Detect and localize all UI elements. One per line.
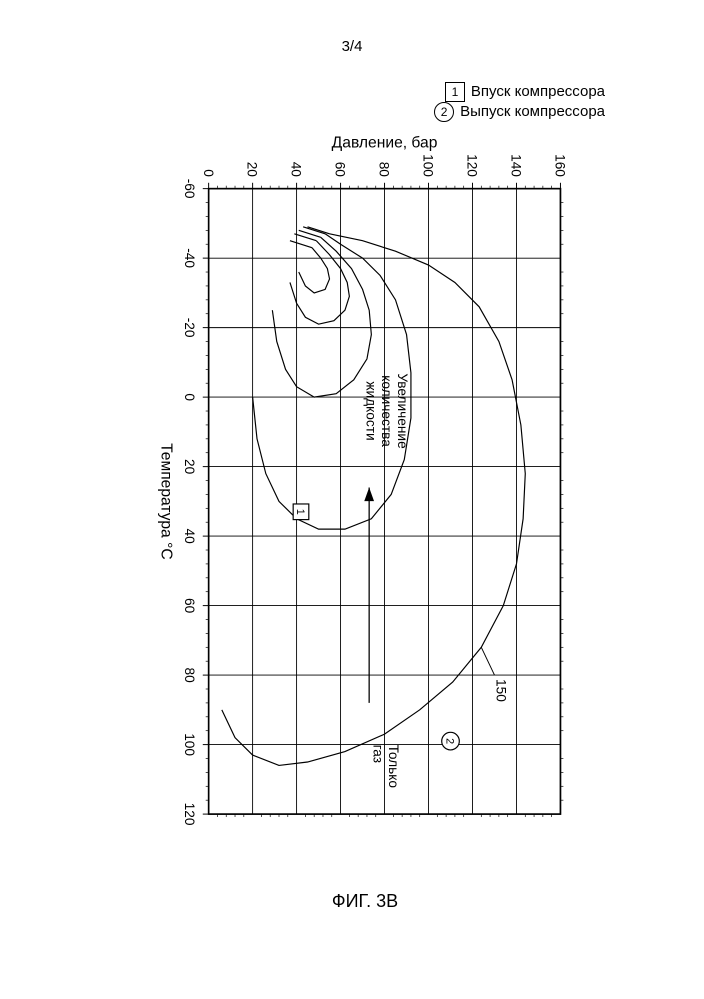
svg-text:120: 120 — [465, 154, 480, 177]
legend-label-1: Впуск компрессора — [471, 82, 605, 102]
gas-only-label-line: Только — [386, 745, 401, 789]
svg-text:120: 120 — [182, 803, 197, 826]
figure-caption: ФИГ. 3В — [125, 891, 605, 912]
svg-text:-20: -20 — [182, 318, 197, 338]
svg-text:100: 100 — [182, 733, 197, 756]
svg-text:Температура °C: Температура °C — [158, 443, 175, 560]
svg-text:1: 1 — [294, 509, 306, 515]
svg-text:80: 80 — [377, 162, 392, 178]
arrow-label-line: жидкости — [363, 381, 378, 440]
legend-label-2: Выпуск компрессора — [460, 102, 605, 122]
legend-item-2: 2 Выпуск компрессора — [434, 102, 605, 122]
curve-label-150: 150 — [493, 679, 508, 702]
svg-text:0: 0 — [201, 169, 216, 177]
phase-diagram-chart: -60 -40 -20 0 20 40 60 80 100 120 0 20 40 60 80 100 120 1… — [125, 80, 605, 880]
svg-text:40: 40 — [289, 162, 304, 178]
page-number: 3/4 — [0, 38, 704, 55]
svg-text:2: 2 — [444, 738, 456, 744]
svg-text:Давление, бар: Давление, бар — [332, 135, 438, 152]
svg-text:40: 40 — [182, 529, 197, 545]
svg-text:60: 60 — [182, 598, 197, 614]
svg-text:-40: -40 — [182, 248, 197, 268]
gas-only-label-line: газ — [370, 745, 385, 763]
svg-text:-60: -60 — [182, 179, 197, 199]
arrow-label-line: Увеличение — [395, 373, 410, 448]
circle-marker-icon: 2 — [434, 102, 454, 122]
svg-text:160: 160 — [553, 154, 568, 177]
svg-text:140: 140 — [509, 154, 524, 177]
svg-text:20: 20 — [182, 459, 197, 475]
square-marker-icon: 1 — [445, 82, 465, 102]
svg-text:80: 80 — [182, 667, 197, 683]
svg-text:20: 20 — [245, 162, 260, 178]
svg-text:0: 0 — [182, 393, 197, 401]
svg-text:60: 60 — [333, 162, 348, 178]
arrow-label-line: количества — [379, 375, 394, 447]
chart-legend: 1 Впуск компрессора 2 Выпуск компрессора — [434, 82, 605, 122]
chart-container: 1 Впуск компрессора 2 Выпуск компрессора… — [125, 80, 605, 920]
svg-text:100: 100 — [421, 154, 436, 177]
legend-item-1: 1 Впуск компрессора — [434, 82, 605, 102]
page: 3/4 1 Впуск компрессора 2 Выпуск компрес… — [0, 0, 704, 999]
